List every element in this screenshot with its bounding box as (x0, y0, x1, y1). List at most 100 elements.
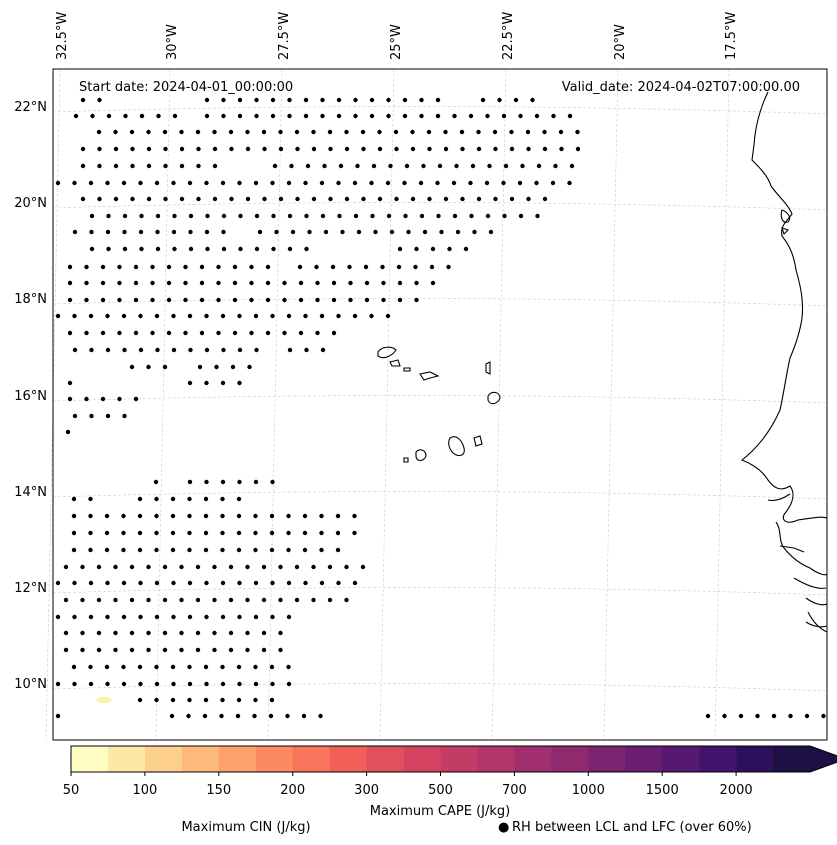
rh-dot (245, 630, 250, 636)
rh-dot (421, 163, 426, 169)
latitude-labels: 22°N 20°N 18°N 16°N 14°N 12°N 10°N (14, 100, 47, 692)
rh-dot (187, 697, 192, 703)
rh-dot (80, 597, 85, 603)
rh-dot (228, 630, 234, 636)
rh-dot (353, 97, 358, 103)
rh-dot (311, 146, 317, 152)
rh-dot (253, 547, 258, 553)
rh-dot (117, 396, 122, 402)
rh-dot (121, 530, 126, 536)
colorbar-outline (70, 745, 837, 773)
rh-dot (146, 196, 152, 202)
rh-dot (71, 530, 77, 536)
rh-dot (517, 180, 523, 186)
senegal-coast (767, 493, 805, 553)
rh-dot (361, 146, 366, 152)
rh-dot (269, 547, 275, 553)
rh-dot (322, 163, 327, 169)
rh-dot (212, 630, 217, 636)
rh-dot (154, 513, 159, 519)
rh-dots (55, 97, 826, 719)
rh-dot (71, 513, 77, 519)
rh-dot (369, 113, 375, 119)
rh-dot (311, 129, 316, 135)
rh-dot (154, 681, 160, 687)
rh-dot (139, 113, 145, 119)
rh-dot (269, 664, 275, 670)
rh-dot (195, 129, 201, 135)
rh-dot (138, 313, 143, 319)
rh-dot (63, 630, 69, 636)
rh-dot (170, 513, 176, 519)
rh-dot (146, 597, 151, 603)
rh-dot (169, 713, 175, 719)
rh-dot (352, 530, 357, 536)
rh-dot (121, 180, 127, 186)
rh-dot (89, 413, 94, 419)
rh-dot (67, 396, 73, 402)
rh-dot (84, 330, 89, 336)
rh-dot (493, 146, 498, 152)
rh-dot (199, 264, 205, 270)
rh-dot (237, 380, 242, 386)
rh-dot (187, 313, 193, 319)
rh-dot (253, 614, 259, 620)
rh-dot (323, 229, 329, 235)
rh-dot (344, 129, 349, 135)
rh-dot (336, 113, 342, 119)
rh-dot (179, 129, 184, 135)
rh-dot (97, 146, 102, 152)
rh-dot (162, 364, 168, 370)
rh-dot (253, 580, 259, 586)
rh-dot (137, 496, 143, 502)
rh-dot (722, 713, 727, 719)
rh-dot (171, 614, 176, 620)
rh-dot (80, 196, 86, 202)
rh-dot (287, 246, 293, 252)
rh-dot (403, 213, 408, 219)
rh-dot (513, 97, 519, 103)
rh-dot (220, 664, 225, 670)
rh-dot (397, 297, 403, 303)
rh-dot (518, 213, 524, 219)
rh-dot (96, 129, 102, 135)
rh-dot (105, 580, 110, 586)
rh-dot (287, 213, 293, 219)
colorbar-tick-label: 2000 (720, 783, 753, 798)
rh-dot (289, 163, 294, 169)
colorbar-segment (71, 746, 109, 772)
rh-dot (245, 129, 250, 135)
rh-dot (265, 297, 271, 303)
rh-dot (204, 180, 209, 186)
rh-dot (302, 513, 308, 519)
rh-dot (253, 313, 259, 319)
rh-dot (245, 597, 250, 603)
rh-dot (129, 630, 135, 636)
rh-dot (771, 713, 777, 719)
rh-dot (542, 129, 547, 135)
rh-dot (427, 196, 432, 202)
rh-dot (105, 229, 111, 235)
colorbar-tick-label: 500 (428, 783, 453, 798)
island-brava (403, 457, 409, 463)
rh-dot (314, 264, 319, 270)
rh-dot (294, 129, 300, 135)
rh-dot (55, 313, 61, 319)
rh-dot (89, 213, 95, 219)
rh-dot (150, 297, 155, 303)
colorbar-segment (218, 746, 257, 772)
rh-dot (380, 264, 385, 270)
rh-dot (220, 547, 225, 553)
rh-dot (286, 530, 291, 536)
rh-dot (249, 330, 254, 336)
rh-dot (485, 113, 490, 119)
rh-dot (138, 180, 143, 186)
rh-dot (221, 246, 227, 252)
rh-dot (196, 196, 201, 202)
rh-dot (146, 364, 151, 370)
rh-dot (229, 146, 234, 152)
rh-dot (287, 347, 293, 353)
rh-dot (237, 580, 242, 586)
rh-dot (469, 213, 474, 219)
rh-dot (261, 564, 267, 570)
